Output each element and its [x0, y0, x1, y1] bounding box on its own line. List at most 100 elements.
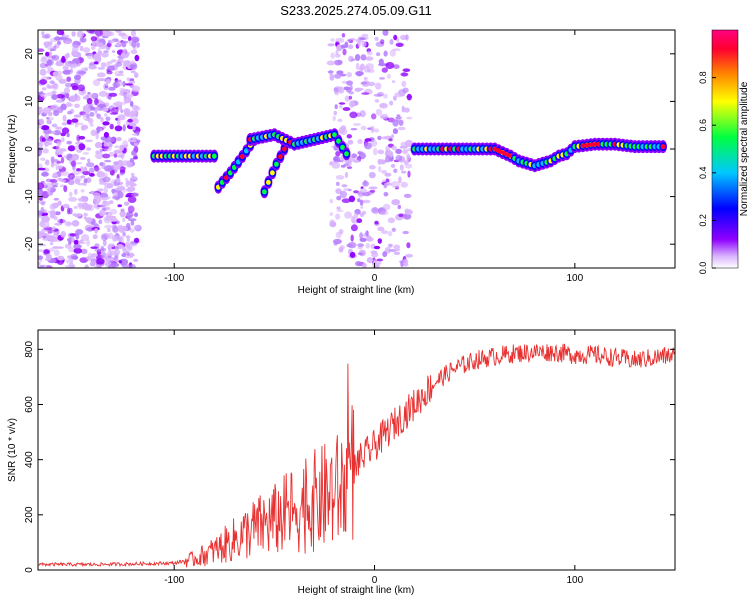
noise-speckle	[361, 262, 367, 268]
noise-speckle	[373, 128, 380, 133]
noise-speckle	[115, 137, 122, 142]
noise-speckle	[53, 232, 58, 236]
noise-speckle	[387, 217, 396, 224]
spectrogram-y-label: Frequency (Hz)	[7, 115, 18, 184]
noise-speckle	[348, 195, 356, 203]
noise-speckle	[346, 166, 353, 169]
noise-speckle	[363, 76, 368, 81]
noise-speckle	[402, 148, 408, 155]
noise-speckle	[68, 197, 78, 202]
noise-speckle	[102, 200, 107, 204]
noise-speckle	[349, 249, 353, 253]
noise-speckle	[117, 114, 126, 121]
noise-speckle	[41, 171, 49, 177]
noise-speckle	[333, 147, 338, 150]
noise-speckle	[50, 104, 59, 110]
noise-speckle	[44, 132, 49, 140]
noise-speckle	[369, 165, 376, 170]
noise-speckle	[389, 49, 396, 57]
noise-speckle	[367, 81, 376, 87]
noise-speckle	[81, 234, 90, 242]
noise-speckle	[57, 151, 64, 155]
noise-speckle	[38, 255, 44, 260]
noise-speckle	[61, 122, 68, 126]
noise-speckle	[123, 96, 132, 104]
noise-speckle	[130, 110, 138, 117]
noise-speckle	[133, 237, 140, 243]
noise-speckle	[377, 135, 382, 141]
noise-speckle	[59, 218, 64, 224]
noise-speckle	[73, 175, 83, 182]
noise-speckle	[125, 188, 132, 193]
noise-speckle	[357, 151, 362, 155]
noise-speckle	[344, 95, 351, 102]
noise-speckle	[327, 43, 335, 47]
noise-speckle	[105, 116, 111, 122]
colorbar: 0.0 0.2 0.4 0.6 0.8 Normalized spectral ampl…	[698, 29, 750, 274]
noise-speckle	[406, 242, 411, 249]
noise-speckle	[97, 103, 107, 108]
noise-speckle	[80, 124, 86, 131]
noise-speckle	[365, 56, 374, 61]
noise-speckle	[346, 80, 353, 86]
noise-speckle	[62, 114, 67, 122]
noise-speckle	[60, 156, 65, 164]
noise-speckle	[102, 153, 111, 159]
noise-speckle	[393, 168, 398, 174]
noise-speckle	[385, 62, 395, 69]
noise-speckle	[385, 145, 390, 152]
noise-speckle	[347, 39, 352, 42]
noise-speckle	[407, 170, 411, 178]
noise-speckle	[52, 71, 59, 77]
noise-speckle	[404, 163, 413, 169]
noise-speckle	[119, 172, 124, 176]
noise-speckle	[64, 264, 74, 268]
noise-speckle	[327, 70, 334, 74]
noise-speckle	[53, 130, 62, 136]
noise-speckle	[84, 264, 89, 268]
noise-speckle	[52, 226, 56, 231]
noise-speckle	[78, 197, 87, 203]
noise-speckle	[329, 73, 335, 81]
noise-speckle	[94, 108, 98, 114]
noise-speckle	[122, 264, 131, 268]
noise-speckle	[109, 218, 119, 222]
noise-speckle	[375, 108, 383, 116]
noise-speckle	[364, 142, 372, 150]
noise-speckle	[66, 132, 70, 138]
noise-speckle	[125, 241, 130, 247]
noise-speckle	[59, 179, 67, 183]
branch-1-core	[270, 170, 275, 176]
noise-speckle	[354, 54, 361, 61]
noise-speckle	[41, 34, 50, 39]
noise-speckle	[389, 100, 394, 106]
noise-speckle	[99, 148, 103, 153]
noise-speckle	[351, 153, 358, 158]
noise-speckle	[404, 139, 414, 148]
noise-speckle	[71, 31, 76, 37]
noise-speckle	[110, 59, 117, 63]
noise-speckle	[119, 210, 126, 218]
noise-speckle	[41, 92, 48, 99]
noise-speckle	[95, 152, 104, 160]
noise-speckle	[89, 123, 94, 127]
noise-speckle	[109, 39, 116, 44]
spectrogram-y-tick-label: -20	[24, 237, 35, 252]
noise-speckle	[46, 45, 54, 51]
noise-speckle	[120, 208, 125, 212]
noise-speckle	[80, 248, 88, 254]
noise-speckle	[71, 118, 79, 123]
noise-speckle	[331, 161, 341, 169]
noise-speckle	[125, 235, 131, 239]
branch-2-core	[344, 151, 349, 157]
noise-speckle	[73, 244, 82, 249]
noise-speckle	[42, 225, 50, 229]
noise-speckle	[96, 78, 106, 82]
noise-speckle	[90, 92, 98, 99]
noise-speckle	[76, 134, 81, 142]
branch-1-core	[282, 146, 287, 152]
noise-speckle	[95, 30, 103, 37]
noise-speckle	[130, 49, 138, 55]
